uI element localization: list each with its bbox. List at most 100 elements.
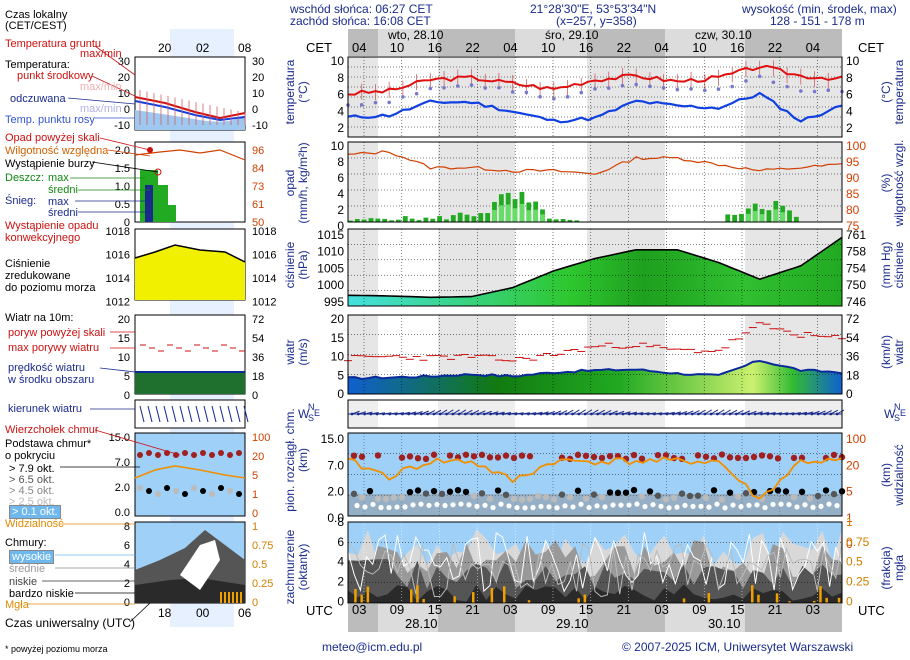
mini-tick: 10: [118, 88, 130, 100]
compass-w: W: [298, 407, 310, 421]
cloud-base-dot-light: [698, 503, 704, 509]
day-label-top: śro, 29.10: [545, 28, 599, 42]
felt-temp-point: [497, 85, 501, 90]
cloud-base-dot: [406, 488, 414, 496]
cloud-base-dot-light: [706, 504, 712, 510]
mini-tick: 0: [252, 597, 258, 609]
mini-high-cloud-area: [180, 540, 220, 590]
humidity-label: Wilgotność względna: [5, 145, 109, 157]
cloud-base-dot: [382, 495, 390, 503]
cloud-base-dot: [350, 490, 358, 498]
felt-label: odczuwana: [10, 93, 66, 105]
mini-cloud-top-dot: [218, 450, 224, 456]
cover-axis-right-label: (frakcja) mgła: [879, 546, 906, 590]
cloud-base-dot-light: [714, 501, 720, 507]
cloud-base-dot-light: [818, 503, 824, 509]
legend-pointer: [67, 97, 136, 105]
altitude-label: wysokość (min, środek, max): [742, 2, 897, 16]
wind-arrow-head: [697, 412, 700, 416]
mini-tick: 1016: [106, 250, 130, 262]
wind-arrow-head: [482, 412, 486, 416]
mini-utc-tick: 18: [158, 606, 172, 620]
wind-arrow-head: [608, 412, 612, 416]
night-band-rain: [745, 142, 842, 222]
cloud-base-dot-light: [586, 504, 592, 511]
axis-tick-left: 5: [337, 368, 344, 382]
contact-email[interactable]: meteo@icm.edu.pl: [322, 640, 423, 654]
wind-arrow-head: [356, 412, 360, 416]
wind-arrow-head: [690, 412, 694, 416]
fog-bar: [583, 594, 587, 603]
felt-temp-point: [552, 97, 556, 101]
cloud-base-dot-light: [674, 504, 680, 510]
day-label-top: czw, 30.10: [695, 28, 752, 42]
cloud-top-dot: [750, 453, 758, 461]
mini-cloud-base-dot: [200, 488, 206, 494]
mini-wind-arrow: [187, 405, 193, 423]
cloud-base-dot: [542, 493, 550, 501]
axis-tick-right: 18: [846, 368, 860, 382]
axis-tick-left: 2: [337, 121, 344, 135]
hour-label-top: 16: [578, 40, 594, 55]
rain-bar: [354, 219, 360, 222]
night-band-bottom: [745, 604, 842, 632]
snow-label: Śnieg:: [5, 195, 37, 207]
mini-tick: 6: [124, 540, 130, 552]
wind-arrow-head: [659, 412, 663, 416]
pressure-axis-right-label: (mm Hg) ciśnienie: [879, 241, 906, 289]
cloud-base-dot: [526, 495, 534, 502]
axis-tick-right: 5: [846, 485, 853, 499]
cloud-top-dot: [478, 451, 486, 459]
legend-pointer: [99, 137, 151, 151]
wind-arrow-head: [426, 412, 429, 416]
mini-cloud-top-dot: [227, 452, 233, 458]
fog-bar: [490, 587, 494, 603]
mini-wind-arrow: [211, 405, 217, 423]
cloud-base-dot-light: [810, 504, 816, 510]
axis-tick-right: 36: [846, 350, 860, 364]
temp-maxmin-label: max/min: [80, 81, 122, 93]
mini-tick: 72: [252, 314, 264, 326]
night-band-temp: [587, 57, 665, 137]
cloud-base-dot-light: [466, 502, 472, 508]
wind-arrow-head: [432, 412, 436, 416]
hour-label-bottom: 15: [427, 602, 443, 617]
rain-bar: [485, 213, 491, 222]
wind-arrow-head: [350, 412, 354, 416]
wind-arrow-head: [571, 412, 574, 416]
utc-label-right: UTC: [858, 603, 885, 618]
axis-tick-right: 746: [846, 295, 866, 309]
rain-over-scale-label: Opad powyżej skali: [5, 132, 100, 144]
cloud-base-dot: [678, 490, 686, 497]
mini-rain-bar: [168, 205, 176, 222]
rain-bar: [471, 216, 477, 222]
felt-temp-point: [442, 85, 446, 90]
cloud-cover-chart: [347, 521, 843, 604]
wind-arrow-head: [577, 412, 581, 416]
rain-bar: [402, 216, 408, 222]
cloud-top-dot: [350, 452, 358, 459]
wind-frame: [347, 314, 843, 395]
night-band-rain: [348, 142, 378, 222]
axis-tick-right: 0.75: [846, 535, 870, 549]
axis-tick-right: 0.25: [846, 575, 870, 589]
mini-tick: 54: [252, 333, 264, 345]
cloud-top-label: Wierzchołek chmur: [5, 424, 99, 436]
felt-temp-point: [661, 86, 666, 90]
fog-bar: [775, 593, 779, 603]
mini-tick: 7.0: [115, 457, 130, 469]
axis-tick-left: 15: [331, 331, 345, 345]
mini-very-low-area: [135, 578, 245, 603]
wind-arrow-head: [451, 412, 455, 416]
wind-arrow-head: [388, 412, 392, 416]
felt-temp-point: [483, 86, 488, 90]
cloud-base-dot: [734, 493, 742, 500]
cloud-base-dot: [806, 495, 814, 502]
wind-arrow-head: [741, 412, 744, 416]
axis-tick-right: 0: [846, 537, 853, 551]
axis-tick-left: 0: [337, 387, 344, 401]
cloud-base-dot: [710, 487, 718, 494]
very-low-clouds-label: bardzo niskie: [9, 588, 74, 600]
fog-bar: [825, 597, 828, 603]
wind-arrow-head: [747, 412, 751, 416]
